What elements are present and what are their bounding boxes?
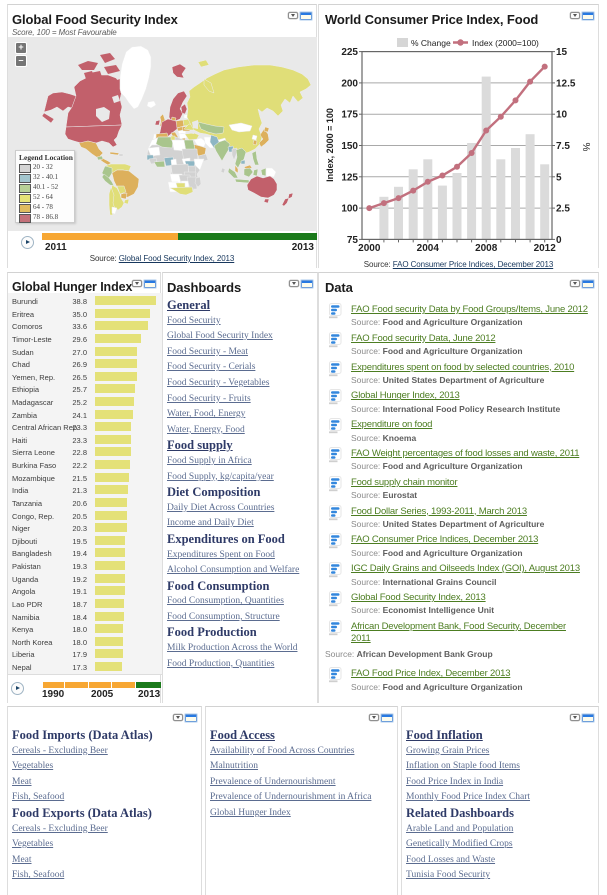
svg-text:5: 5 xyxy=(556,172,562,183)
svg-text:%: % xyxy=(580,143,591,152)
svg-text:200: 200 xyxy=(341,78,358,89)
svg-text:0: 0 xyxy=(556,235,562,246)
svg-text:2.5: 2.5 xyxy=(556,204,570,215)
svg-text:225: 225 xyxy=(341,47,358,58)
svg-text:2008: 2008 xyxy=(475,243,498,254)
svg-text:2000: 2000 xyxy=(358,243,381,254)
svg-text:15: 15 xyxy=(556,47,568,58)
svg-text:175: 175 xyxy=(341,110,358,121)
svg-text:10: 10 xyxy=(556,110,568,121)
svg-text:125: 125 xyxy=(341,172,358,183)
svg-text:2012: 2012 xyxy=(534,243,557,254)
svg-text:7.5: 7.5 xyxy=(556,141,570,152)
svg-text:Index, 2000 = 100: Index, 2000 = 100 xyxy=(325,108,335,182)
svg-text:12.5: 12.5 xyxy=(556,78,576,89)
svg-text:% Change: % Change xyxy=(411,38,451,48)
svg-text:2004: 2004 xyxy=(417,243,440,254)
svg-text:100: 100 xyxy=(341,204,358,215)
svg-text:150: 150 xyxy=(341,141,358,152)
svg-text:Index (2000=100): Index (2000=100) xyxy=(472,38,539,48)
svg-text:75: 75 xyxy=(347,235,359,246)
